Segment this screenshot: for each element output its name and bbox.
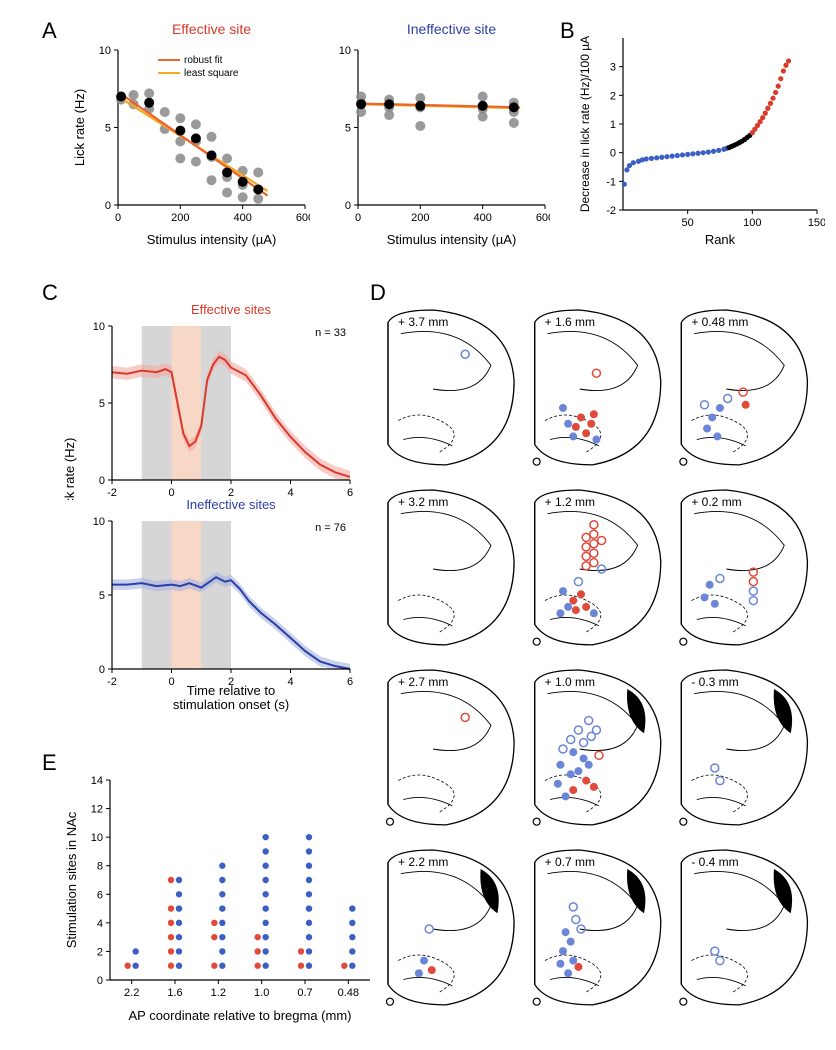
svg-text:robust fit: robust fit bbox=[184, 55, 223, 66]
panel-label-e: E bbox=[42, 750, 57, 776]
svg-text:10: 10 bbox=[99, 45, 111, 57]
svg-text:5: 5 bbox=[99, 590, 105, 602]
svg-text:+ 0.2 mm: + 0.2 mm bbox=[691, 495, 741, 509]
svg-text:Average lick rate (Hz): Average lick rate (Hz) bbox=[62, 438, 77, 500]
svg-text:4: 4 bbox=[287, 676, 293, 688]
svg-text:Stimulation sites in NAc: Stimulation sites in NAc bbox=[64, 811, 79, 948]
svg-text:5: 5 bbox=[105, 123, 111, 135]
svg-text:Decrease in lick rate (Hz)/100: Decrease in lick rate (Hz)/100 µA bbox=[578, 36, 592, 212]
panel-b-svg: 50 100 150 -2 -1 0 1 2 3 Rank Decrease in lick rat… bbox=[575, 20, 825, 250]
svg-text:600: 600 bbox=[296, 212, 310, 224]
svg-text:0: 0 bbox=[105, 200, 111, 212]
svg-text:Stimulus intensity (µA): Stimulus intensity (µA) bbox=[387, 232, 517, 247]
svg-text:Effective site: Effective site bbox=[172, 21, 251, 37]
panel-c-effective-svg: Effective sitesn = 33-202460510Average l… bbox=[60, 300, 360, 500]
panel-e-svg: 0 2 4 6 8 10 12 14 2.2 1.6 1.2 1.0 0.7 0.48 AP coordin… bbox=[60, 770, 380, 1030]
svg-text:400: 400 bbox=[233, 212, 251, 224]
svg-text:+ 0.48 mm: + 0.48 mm bbox=[691, 315, 748, 329]
svg-text:4: 4 bbox=[97, 918, 103, 930]
svg-text:0.48: 0.48 bbox=[338, 987, 359, 999]
svg-text:0: 0 bbox=[168, 676, 174, 688]
svg-text:Effective sites: Effective sites bbox=[191, 302, 271, 317]
svg-text:-2: -2 bbox=[107, 676, 117, 688]
svg-text:+ 3.7 mm: + 3.7 mm bbox=[398, 315, 448, 329]
svg-text:Ineffective sites: Ineffective sites bbox=[186, 497, 276, 512]
panel-c-ineffective-svg: Ineffective sitesn = 76-202460510Time re… bbox=[60, 495, 360, 725]
svg-text:400: 400 bbox=[473, 212, 491, 224]
svg-text:10: 10 bbox=[339, 45, 351, 57]
figure-container: A B C D E Effective site02004006000510St… bbox=[0, 0, 836, 1050]
svg-text:10: 10 bbox=[91, 832, 103, 844]
svg-text:Stimulus intensity (µA): Stimulus intensity (µA) bbox=[147, 232, 277, 247]
svg-text:2: 2 bbox=[97, 946, 103, 958]
svg-text:0: 0 bbox=[355, 212, 361, 224]
svg-text:5: 5 bbox=[99, 398, 105, 410]
svg-text:Time relative to: Time relative to bbox=[187, 683, 275, 698]
svg-text:stimulation onset (s): stimulation onset (s) bbox=[173, 697, 289, 712]
svg-text:+ 0.7 mm: + 0.7 mm bbox=[545, 855, 595, 869]
svg-text:- 0.4 mm: - 0.4 mm bbox=[691, 855, 738, 869]
panel-a-effective-svg: Effective site 0 200 400 600 0 5 10 Stimulus int… bbox=[70, 20, 310, 250]
svg-text:- 0.3 mm: - 0.3 mm bbox=[691, 675, 738, 689]
panel-label-b: B bbox=[560, 18, 575, 44]
svg-text:0: 0 bbox=[345, 200, 351, 212]
svg-text:n = 33: n = 33 bbox=[315, 327, 346, 339]
svg-text:0: 0 bbox=[115, 212, 121, 224]
svg-text:14: 14 bbox=[91, 775, 103, 787]
svg-text:150: 150 bbox=[808, 217, 825, 229]
svg-text:200: 200 bbox=[171, 212, 189, 224]
svg-text:0: 0 bbox=[99, 475, 105, 487]
svg-text:100: 100 bbox=[743, 217, 761, 229]
svg-text:n = 76: n = 76 bbox=[315, 522, 346, 534]
svg-text:0: 0 bbox=[97, 975, 103, 987]
svg-text:Rank: Rank bbox=[705, 232, 736, 247]
svg-text:0: 0 bbox=[610, 148, 616, 160]
svg-text:200: 200 bbox=[411, 212, 429, 224]
panel-d-svg: + 3.7 mm + 1.6 mm + 0.48 mm + 3.2 mm + 1.2 m… bbox=[380, 300, 820, 1020]
svg-text:3: 3 bbox=[610, 62, 616, 74]
svg-text:1: 1 bbox=[610, 119, 616, 131]
svg-text:8: 8 bbox=[97, 861, 103, 873]
svg-text:6: 6 bbox=[347, 676, 353, 688]
svg-text:+ 2.7 mm: + 2.7 mm bbox=[398, 675, 448, 689]
svg-text:1.0: 1.0 bbox=[254, 987, 269, 999]
svg-text:10: 10 bbox=[93, 321, 105, 333]
svg-text:2: 2 bbox=[610, 90, 616, 102]
svg-text:1.6: 1.6 bbox=[167, 987, 182, 999]
svg-text:+ 1.6 mm: + 1.6 mm bbox=[545, 315, 595, 329]
svg-text:Lick rate (Hz): Lick rate (Hz) bbox=[72, 89, 87, 166]
svg-text:+ 1.2 mm: + 1.2 mm bbox=[545, 495, 595, 509]
svg-text:+ 2.2 mm: + 2.2 mm bbox=[398, 855, 448, 869]
panel-a-ineffective-svg: Ineffective site 0 200 400 600 0 5 10 Stimulus i… bbox=[310, 20, 550, 250]
svg-text:6: 6 bbox=[97, 889, 103, 901]
svg-text:5: 5 bbox=[345, 123, 351, 135]
svg-text:50: 50 bbox=[682, 217, 694, 229]
svg-text:0: 0 bbox=[99, 664, 105, 676]
panel-label-c: C bbox=[42, 280, 58, 306]
svg-text:+ 1.0 mm: + 1.0 mm bbox=[545, 675, 595, 689]
svg-text:600: 600 bbox=[536, 212, 550, 224]
svg-text:-1: -1 bbox=[606, 176, 616, 188]
svg-text:-2: -2 bbox=[606, 205, 616, 217]
svg-text:+ 3.2 mm: + 3.2 mm bbox=[398, 495, 448, 509]
svg-text:least square: least square bbox=[184, 68, 239, 79]
svg-text:AP coordinate relative to breg: AP coordinate relative to bregma (mm) bbox=[128, 1008, 351, 1023]
svg-text:12: 12 bbox=[91, 804, 103, 816]
panel-label-a: A bbox=[42, 18, 57, 44]
svg-text:10: 10 bbox=[93, 516, 105, 528]
svg-text:0.7: 0.7 bbox=[297, 987, 312, 999]
svg-text:1.2: 1.2 bbox=[211, 987, 226, 999]
svg-text:2.2: 2.2 bbox=[124, 987, 139, 999]
svg-text:Ineffective site: Ineffective site bbox=[407, 21, 496, 37]
